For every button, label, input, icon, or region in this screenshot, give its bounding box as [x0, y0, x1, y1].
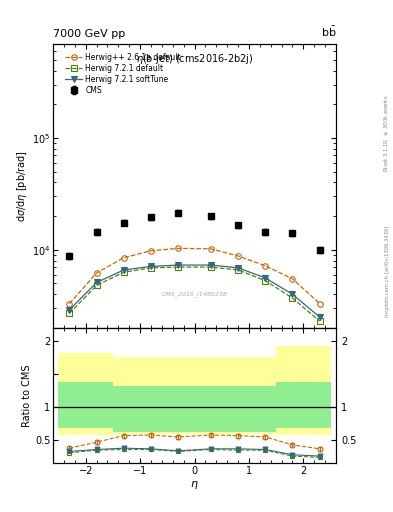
Herwig 7.2.1 softTune — [121, 267, 126, 273]
Herwig 7.2.1 softTune — [67, 307, 72, 313]
Line: Herwig 7.2.1 softTune: Herwig 7.2.1 softTune — [66, 262, 323, 320]
Herwig 7.2.1 default — [236, 267, 241, 273]
Herwig++ 2.6.1a default — [67, 301, 72, 307]
Herwig++ 2.6.1a default — [317, 301, 322, 307]
Herwig++ 2.6.1a default — [263, 263, 268, 269]
Herwig 7.2.1 softTune — [263, 275, 268, 281]
Text: Rivet 3.1.10, $\geq$ 300k events: Rivet 3.1.10, $\geq$ 300k events — [383, 94, 390, 172]
Herwig 7.2.1 default — [209, 264, 213, 270]
Herwig++ 2.6.1a default — [209, 246, 213, 252]
Herwig 7.2.1 default — [317, 318, 322, 324]
Legend: Herwig++ 2.6.1a default, Herwig 7.2.1 default, Herwig 7.2.1 softTune, CMS: Herwig++ 2.6.1a default, Herwig 7.2.1 de… — [65, 53, 181, 95]
Y-axis label: d$\sigma$/d$\eta$ [pb/rad]: d$\sigma$/d$\eta$ [pb/rad] — [15, 150, 29, 222]
Herwig 7.2.1 softTune — [290, 291, 295, 297]
Line: Herwig++ 2.6.1a default: Herwig++ 2.6.1a default — [66, 246, 323, 306]
Herwig 7.2.1 softTune — [176, 262, 180, 268]
Herwig 7.2.1 softTune — [94, 280, 99, 286]
Herwig 7.2.1 default — [121, 269, 126, 275]
Herwig++ 2.6.1a default — [149, 248, 153, 254]
Text: 7000 GeV pp: 7000 GeV pp — [53, 29, 125, 39]
Herwig++ 2.6.1a default — [290, 276, 295, 282]
Herwig++ 2.6.1a default — [176, 245, 180, 251]
Text: mcplots.cern.ch [arXiv:1306.3436]: mcplots.cern.ch [arXiv:1306.3436] — [385, 226, 390, 317]
Herwig++ 2.6.1a default — [236, 253, 241, 259]
Herwig 7.2.1 default — [290, 295, 295, 301]
Herwig 7.2.1 softTune — [236, 265, 241, 271]
X-axis label: $\eta$: $\eta$ — [190, 479, 199, 491]
Text: $\eta$(b-jet) (cms2016-2b2j): $\eta$(b-jet) (cms2016-2b2j) — [136, 52, 253, 66]
Y-axis label: Ratio to CMS: Ratio to CMS — [22, 365, 32, 427]
Herwig 7.2.1 default — [149, 265, 153, 271]
Herwig++ 2.6.1a default — [94, 270, 99, 276]
Text: b$\bar{\rm b}$: b$\bar{\rm b}$ — [321, 25, 336, 39]
Herwig++ 2.6.1a default — [121, 254, 126, 261]
Herwig 7.2.1 default — [94, 282, 99, 288]
Herwig 7.2.1 softTune — [317, 314, 322, 320]
Herwig 7.2.1 softTune — [149, 263, 153, 269]
Text: CMS_2016_I1486238: CMS_2016_I1486238 — [162, 291, 228, 296]
Herwig 7.2.1 default — [263, 278, 268, 284]
Herwig 7.2.1 default — [67, 310, 72, 316]
Herwig 7.2.1 default — [176, 264, 180, 270]
Line: Herwig 7.2.1 default: Herwig 7.2.1 default — [66, 264, 323, 324]
Herwig 7.2.1 softTune — [209, 262, 213, 268]
